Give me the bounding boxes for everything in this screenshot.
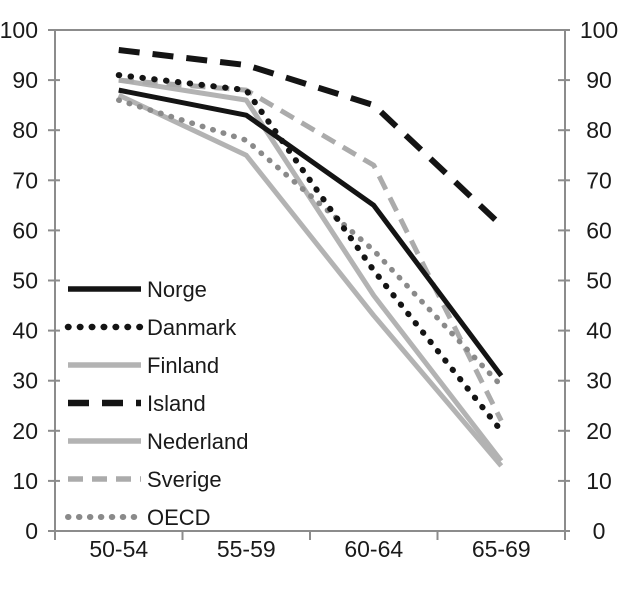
y-axis-label-left: 10 (12, 468, 38, 494)
y-axis-label-right: 40 (586, 318, 612, 344)
legend-label: Island (147, 391, 206, 416)
y-axis-label-right: 90 (586, 67, 612, 93)
x-axis-label: 55-59 (217, 536, 276, 562)
y-axis-label-right: 50 (586, 268, 612, 294)
legend-label: Danmark (147, 315, 237, 340)
legend-item-nederland: Nederland (68, 429, 249, 454)
y-axis-label-left: 0 (25, 518, 38, 544)
legend-item-norge: Norge (68, 277, 207, 302)
x-axis-label: 60-64 (344, 536, 403, 562)
legend-label: Nederland (147, 429, 249, 454)
series-line-danmark (115, 72, 505, 434)
y-axis-label-right: 30 (586, 368, 612, 394)
legend-item-oecd: OECD (65, 505, 211, 530)
y-axis-label-right: 60 (586, 217, 612, 243)
legend-label: Sverige (147, 467, 222, 492)
y-axis-label-left: 80 (12, 117, 38, 143)
y-axis-label-left: 100 (0, 17, 38, 43)
legend-item-danmark: Danmark (64, 315, 237, 340)
legend-label: Finland (147, 353, 219, 378)
series-line-island (118, 47, 504, 228)
legend-item-finland: Finland (68, 353, 219, 378)
y-axis-label-left: 60 (12, 217, 38, 243)
series-line-oecd (116, 97, 504, 389)
y-axis-label-left: 20 (12, 418, 38, 444)
y-axis-label-left: 30 (12, 368, 38, 394)
y-axis-label-right: 0 (593, 518, 606, 544)
legend-label: OECD (147, 505, 211, 530)
legend-label: Norge (147, 277, 207, 302)
y-axis-label-left: 70 (12, 167, 38, 193)
y-axis-label-left: 90 (12, 67, 38, 93)
x-axis-label: 65-69 (472, 536, 531, 562)
y-axis-label-left: 40 (12, 318, 38, 344)
legend-item-island: Island (68, 391, 206, 416)
legend-item-sverige: Sverige (68, 467, 222, 492)
y-axis-label-right: 10 (586, 468, 612, 494)
y-axis-label-right: 80 (586, 117, 612, 143)
y-axis-label-right: 20 (586, 418, 612, 444)
series-line-norge (118, 87, 504, 378)
y-axis-label-right: 70 (586, 167, 612, 193)
y-axis-label-left: 50 (12, 268, 38, 294)
x-axis-label: 50-54 (89, 536, 148, 562)
y-axis-label-right: 100 (580, 17, 618, 43)
series-line-finland (117, 92, 504, 468)
